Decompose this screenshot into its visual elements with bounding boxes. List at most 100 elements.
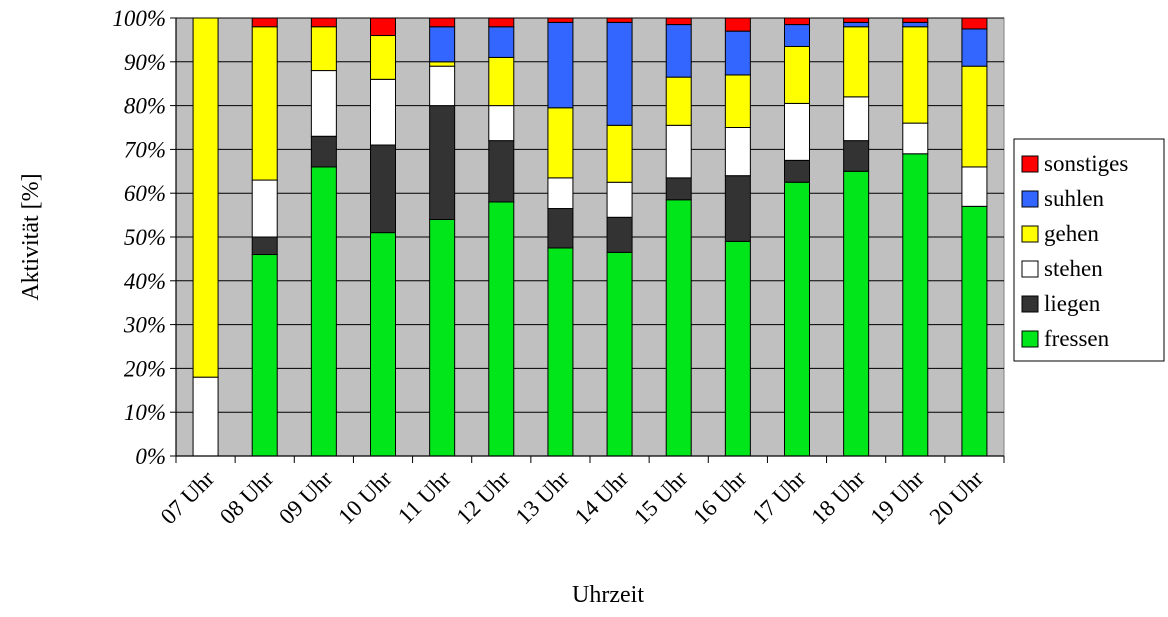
x-tick-label: 12 Uhr xyxy=(452,466,516,530)
bar-segment-gehen xyxy=(665,76,692,126)
bar-segment-gehen xyxy=(547,107,574,179)
y-tick-label: 60% xyxy=(124,181,166,206)
x-tick-label: 08 Uhr xyxy=(215,466,279,530)
y-tick-label: 40% xyxy=(124,269,166,294)
bar-segment-gehen xyxy=(961,65,988,168)
bar-segment-liegen xyxy=(547,208,574,249)
bar-segment-sonstiges xyxy=(902,17,929,23)
legend: sonstiges suhlen gehen stehen liegen fressen xyxy=(1013,138,1165,362)
bar-segment-liegen xyxy=(665,177,692,201)
x-tick-label: 09 Uhr xyxy=(274,466,338,530)
bar-segment-liegen xyxy=(310,135,337,168)
bar-segment-fressen xyxy=(310,166,337,457)
bar-segment-suhlen xyxy=(843,21,870,28)
bar-segment-gehen xyxy=(310,26,337,72)
bar-segment-gehen xyxy=(902,26,929,124)
bar-segment-gehen xyxy=(429,61,456,67)
bar-segment-fressen xyxy=(902,153,929,457)
bar-segment-sonstiges xyxy=(784,17,810,26)
bar-segment-sonstiges xyxy=(665,17,692,26)
legend-swatch xyxy=(1021,330,1039,348)
x-tick-label: 13 Uhr xyxy=(511,466,575,530)
bar-segment-fressen xyxy=(784,181,810,457)
bar-segment-fressen xyxy=(665,199,692,457)
bar-segment-stehen xyxy=(251,179,278,238)
bar-stack xyxy=(547,17,574,457)
bar-segment-gehen xyxy=(606,124,633,183)
y-tick-label: 20% xyxy=(124,356,166,381)
bar-segment-stehen xyxy=(902,122,929,155)
bar-segment-gehen xyxy=(488,56,515,107)
legend-swatch xyxy=(1021,225,1039,243)
y-tick-labels: 0% 10% 20% 30% 40% 50% 60% 70% 80% 90% 100% xyxy=(112,6,166,469)
bar-stack xyxy=(310,17,337,457)
legend-swatch xyxy=(1021,260,1039,278)
bar-stack xyxy=(843,17,870,457)
bar-segment-sonstiges xyxy=(310,17,337,28)
bar-segment-gehen xyxy=(843,26,870,98)
bar-segment-gehen xyxy=(370,35,396,80)
bar-segment-fressen xyxy=(724,240,751,457)
bar-segment-gehen xyxy=(724,74,751,129)
bar-segment-gehen xyxy=(251,26,278,181)
bar-segment-liegen xyxy=(251,236,278,256)
legend-item-gehen: gehen xyxy=(1021,221,1099,246)
bar-stack xyxy=(665,17,692,457)
bar-segment-fressen xyxy=(429,218,456,457)
bar-stack xyxy=(251,17,278,457)
y-tick-label: 100% xyxy=(112,6,166,31)
x-tick-label: 18 Uhr xyxy=(806,466,870,530)
bar-segment-suhlen xyxy=(902,21,929,28)
bar-segment-stehen xyxy=(843,96,870,142)
legend-label: sonstiges xyxy=(1044,151,1128,176)
bar-segment-stehen xyxy=(310,70,337,137)
bar-segment-suhlen xyxy=(488,26,515,58)
bar-segment-gehen xyxy=(784,45,810,104)
y-tick-label: 80% xyxy=(124,94,166,119)
legend-label: fressen xyxy=(1044,326,1110,351)
axes xyxy=(170,17,1005,463)
bar-segment-fressen xyxy=(843,170,870,457)
bar-stack xyxy=(192,17,219,457)
bar-segment-stehen xyxy=(192,376,219,457)
y-tick-label: 10% xyxy=(124,400,166,425)
legend-label: stehen xyxy=(1044,256,1103,281)
y-axis-title: Aktivität [%] xyxy=(18,173,44,300)
bar-segment-suhlen xyxy=(784,24,810,47)
y-tick-label: 0% xyxy=(135,444,166,469)
legend-label: suhlen xyxy=(1044,186,1105,211)
y-tick-label: 90% xyxy=(124,50,166,75)
x-tick-label: 14 Uhr xyxy=(570,466,634,530)
bar-segment-stehen xyxy=(784,102,810,161)
y-tick-label: 50% xyxy=(124,225,166,250)
bar-segment-sonstiges xyxy=(547,17,574,23)
bar-segment-sonstiges xyxy=(843,17,870,23)
y-tick-label: 70% xyxy=(124,137,166,162)
bar-stack xyxy=(902,17,929,457)
legend-swatch xyxy=(1021,190,1039,208)
bar-stack xyxy=(370,17,396,457)
bar-segment-suhlen xyxy=(724,30,751,76)
bar-segment-suhlen xyxy=(665,24,692,78)
y-tick-label: 30% xyxy=(123,313,166,338)
x-tick-label: 16 Uhr xyxy=(688,466,752,530)
bar-segment-fressen xyxy=(961,205,988,457)
x-tick-label: 17 Uhr xyxy=(747,466,811,530)
legend-item-liegen: liegen xyxy=(1021,291,1101,316)
bar-segment-fressen xyxy=(251,254,278,457)
bar-stack xyxy=(784,17,810,457)
bar-segment-liegen xyxy=(488,140,515,203)
x-tick-label: 07 Uhr xyxy=(156,466,220,530)
legend-item-fressen: fressen xyxy=(1021,326,1110,351)
bar-segment-stehen xyxy=(665,124,692,179)
bar-segment-liegen xyxy=(606,216,633,253)
bar-segment-liegen xyxy=(429,105,456,220)
bar-stack xyxy=(606,17,633,457)
legend-label: liegen xyxy=(1044,291,1101,316)
bar-segment-fressen xyxy=(488,201,515,457)
legend-item-sonstiges: sonstiges xyxy=(1021,151,1128,176)
bar-segment-suhlen xyxy=(606,21,633,126)
